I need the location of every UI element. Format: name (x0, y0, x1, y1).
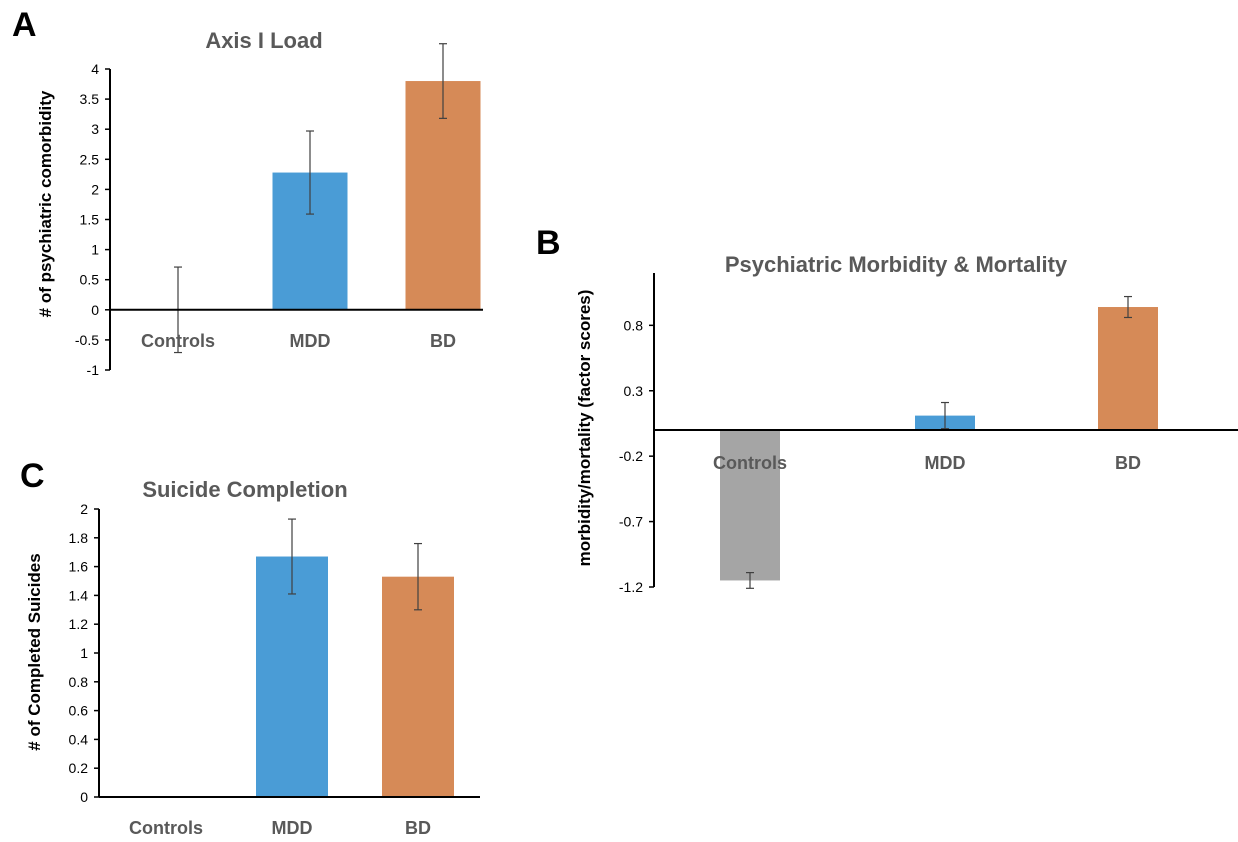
y-tick-label: 0.2 (69, 760, 89, 776)
y-tick-label: 3.5 (80, 91, 100, 107)
y-tick-label: 0.4 (69, 731, 89, 747)
category-label: MDD (925, 453, 966, 473)
y-tick-label: 1.2 (69, 616, 89, 632)
chart-title: Psychiatric Morbidity & Mortality (725, 252, 1068, 277)
y-tick-label: -1 (87, 362, 100, 378)
panel-letter: C (20, 457, 45, 495)
y-tick-label: 1 (91, 242, 99, 258)
category-label: Controls (129, 818, 203, 838)
category-label: BD (430, 331, 456, 351)
y-tick-label: 0.6 (69, 703, 89, 719)
y-tick-label: 1.4 (69, 587, 89, 603)
chart-panel-c: C Suicide Completion # of Completed Suicid… (20, 457, 480, 838)
y-tick-label: 0 (80, 789, 88, 805)
chart-panel-a: A Axis I Load # of psychiatric comorbidity… (12, 6, 483, 378)
category-label: MDD (290, 331, 331, 351)
y-tick-label: 3 (91, 121, 99, 137)
y-tick-label: 2.5 (80, 151, 100, 167)
category-label: Controls (141, 331, 215, 351)
bar-controls (720, 430, 780, 581)
bar-bd (405, 81, 481, 310)
panel-letter: B (536, 224, 561, 262)
category-label: Controls (713, 453, 787, 473)
bar-bd (1098, 307, 1158, 430)
chart-title: Axis I Load (205, 28, 322, 53)
y-tick-label: 0 (91, 302, 99, 318)
category-label: BD (405, 818, 431, 838)
chart-panel-b: B Psychiatric Morbidity & Mortality morbid… (536, 224, 1238, 595)
bar-bd (382, 576, 454, 797)
y-axis-title: morbidity/mortality (factor scores) (575, 290, 594, 567)
chart-title: Suicide Completion (142, 477, 347, 502)
y-tick-label: 4 (91, 61, 99, 77)
y-axis-title: # of Completed Suicides (25, 553, 44, 750)
y-tick-label: 1.8 (69, 530, 89, 546)
category-label: MDD (272, 818, 313, 838)
y-tick-label: 0.8 (69, 674, 89, 690)
y-tick-label: -0.7 (619, 514, 643, 530)
y-tick-label: 1.6 (69, 559, 89, 575)
y-axis-title: # of psychiatric comorbidity (36, 90, 55, 317)
y-tick-label: 1.5 (80, 212, 100, 228)
y-tick-label: -0.5 (75, 332, 99, 348)
y-tick-label: 2 (80, 501, 88, 517)
y-tick-label: 0.3 (624, 383, 644, 399)
y-tick-label: -0.2 (619, 448, 643, 464)
y-tick-label: -1.2 (619, 579, 643, 595)
y-tick-label: 1 (80, 645, 88, 661)
category-label: BD (1115, 453, 1141, 473)
panel-letter: A (12, 6, 37, 44)
y-tick-label: 2 (91, 181, 99, 197)
bar-mdd (256, 556, 328, 797)
y-tick-label: 0.8 (624, 317, 644, 333)
y-tick-label: 0.5 (80, 272, 100, 288)
